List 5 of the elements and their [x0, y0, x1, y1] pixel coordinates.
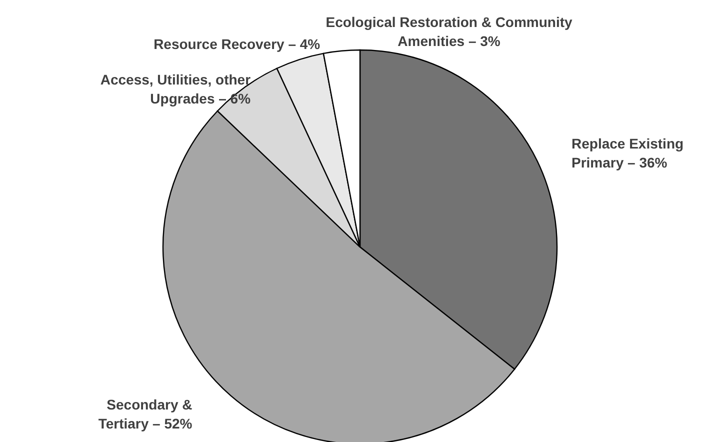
slice-label: Replace Existing Primary – 36%	[572, 136, 684, 171]
slice-label: Ecological Restoration & Community Amenities – 3%	[326, 14, 573, 49]
slice-label: Access, Utilities, other Upgrades – 6%	[100, 71, 252, 106]
slice-label: Secondary & Tertiary – 52%	[98, 396, 193, 432]
slice-label: Resource Recovery – 4%	[154, 36, 321, 52]
